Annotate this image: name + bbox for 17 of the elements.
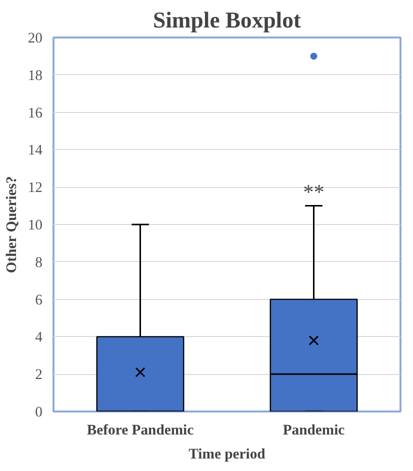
x-axis-title: Time period — [188, 446, 266, 462]
x-tick-label: Pandemic — [282, 422, 346, 438]
y-tick-label: 4 — [35, 330, 44, 346]
y-tick-label: 10 — [28, 218, 42, 234]
y-tick-label: 16 — [28, 105, 42, 122]
y-tick-label: 8 — [35, 254, 42, 271]
x-tick-label: Before Pandemic — [86, 422, 194, 438]
y-tick-label: 20 — [28, 30, 42, 46]
annotation: ** — [303, 180, 324, 204]
y-tick-label: 18 — [28, 68, 42, 84]
y-tick-label: 2 — [35, 367, 42, 384]
y-tick-label: 14 — [28, 142, 44, 159]
y-tick-label: 0 — [35, 404, 42, 420]
y-tick-label: 12 — [28, 180, 42, 196]
y-axis-title: Other Queries? — [4, 176, 20, 274]
y-tick-label: 6 — [35, 292, 42, 308]
chart-title: Simple Boxplot — [153, 8, 302, 32]
